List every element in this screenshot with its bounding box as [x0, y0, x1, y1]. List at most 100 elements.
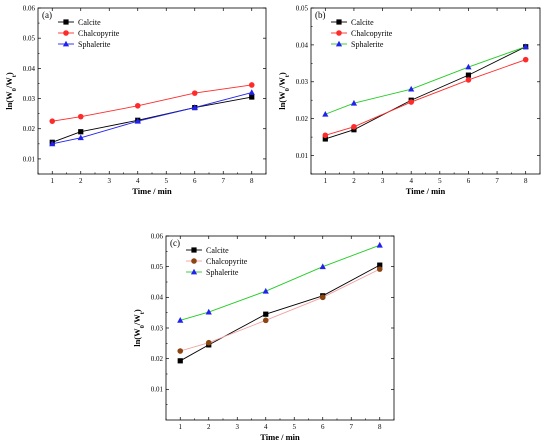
- legend-label: Chalcopyrite: [78, 29, 120, 38]
- panel-c: 1 2 3 4 5 6 7 8 0.01 0.02 0.03 0.04 0.05 0.06 Time / m…: [132, 232, 395, 442]
- x-tick-label: 2: [352, 177, 356, 185]
- x-tick-label: 7: [350, 423, 354, 431]
- x-tick-label: 7: [222, 177, 226, 185]
- x-tick-label: 4: [136, 177, 140, 185]
- y-tick-label: 0.01: [23, 155, 36, 163]
- y-axis-title-ylabel_sub1: 0: [284, 88, 291, 91]
- series-sphalerite: [322, 43, 529, 117]
- x-tick-label: 8: [378, 423, 382, 431]
- y-tick-label: 0.02: [296, 115, 309, 123]
- x-axis-title: Time / min: [260, 432, 300, 442]
- y-axis-title-ylabel_prefix: ln(W: [4, 91, 14, 110]
- x-tick-label: 4: [264, 423, 268, 431]
- data-point-chalcopyrite: [177, 348, 184, 354]
- x-tick-label: 7: [495, 177, 499, 185]
- data-point-chalcopyrite: [134, 102, 141, 109]
- data-point-sphalerite: [465, 63, 472, 70]
- x-tick-label: 5: [293, 423, 297, 431]
- y-axis-title: ln(W0/Wt): [132, 309, 146, 347]
- legend-marker-sphalerite: [62, 40, 70, 47]
- series-chalcopyrite: [49, 82, 255, 124]
- x-axis-title: Time / min: [132, 186, 172, 196]
- data-point-calcite: [351, 127, 357, 133]
- x-tick-label: 3: [236, 423, 240, 431]
- series-chalcopyrite: [322, 56, 529, 139]
- legend: Calcite Chalcopyrite Sphalerite: [58, 18, 120, 49]
- y-tick-label: 0.01: [151, 386, 164, 394]
- data-point-sphalerite: [376, 241, 383, 248]
- y-tick-label: 0.06: [23, 4, 36, 12]
- data-point-sphalerite: [191, 104, 198, 110]
- y-axis-title-ylabel_mid: /W: [132, 314, 142, 326]
- y-axis-title-ylabel_sub1: 0: [11, 88, 18, 91]
- series-line-calcite: [52, 96, 252, 143]
- data-point-sphalerite: [177, 317, 184, 323]
- x-tick-label: 5: [165, 177, 169, 185]
- legend-label: Sphalerite: [206, 268, 239, 277]
- data-point-sphalerite: [205, 308, 212, 315]
- y-axis-title-ylabel_prefix: ln(W: [132, 328, 142, 347]
- y-axis-title-ylabel_sub2: t: [284, 74, 291, 77]
- data-point-chalcopyrite: [319, 294, 326, 301]
- x-tick-label: 2: [79, 177, 83, 185]
- y-tick-label: 0.03: [296, 78, 309, 86]
- legend-marker-calcite: [63, 19, 69, 25]
- data-point-sphalerite: [522, 43, 529, 50]
- panel-label: (b): [315, 10, 326, 20]
- y-tick-label: 0.02: [23, 125, 36, 133]
- y-tick-label: 0.04: [296, 41, 309, 49]
- y-axis-title-ylabel_suffix: ): [4, 72, 14, 75]
- data-point-calcite: [177, 358, 183, 364]
- y-tick-label: 0.03: [151, 324, 164, 332]
- y-axis-title-ylabel_mid: /W: [4, 77, 14, 89]
- y-axis-title-ylabel_suffix: ): [277, 72, 287, 75]
- data-point-chalcopyrite: [522, 56, 529, 63]
- data-point-chalcopyrite: [205, 339, 212, 346]
- legend-marker-sphalerite: [190, 268, 198, 275]
- legend: Calcite Chalcopyrite Sphalerite: [331, 18, 393, 49]
- data-point-chalcopyrite: [376, 266, 383, 272]
- x-tick-label: 1: [179, 423, 183, 431]
- y-axis-title-ylabel_sub2: t: [11, 74, 18, 77]
- panel-a: 1 2 3 4 5 6 7 8 0.01 0.02 0.03 0.04 0.05 0.06 Time / m…: [4, 4, 267, 196]
- data-point-calcite: [465, 72, 472, 78]
- legend-label: Calcite: [206, 246, 229, 255]
- data-point-calcite: [322, 136, 328, 142]
- legend-marker-chalcopyrite: [191, 258, 197, 264]
- y-axis-title: ln(W0/Wt): [277, 72, 291, 110]
- data-point-calcite: [249, 94, 255, 100]
- legend-marker-calcite: [191, 247, 197, 253]
- y-tick-label: 0.02: [151, 355, 164, 363]
- data-point-calcite: [263, 311, 269, 317]
- legend-label: Sphalerite: [78, 40, 111, 49]
- legend-marker-chalcopyrite: [63, 30, 69, 36]
- series-chalcopyrite: [177, 266, 383, 354]
- data-point-sphalerite: [77, 134, 84, 141]
- data-point-sphalerite: [322, 110, 329, 117]
- data-point-calcite: [78, 129, 84, 135]
- y-tick-label: 0.06: [151, 232, 164, 240]
- data-point-calcite: [377, 262, 383, 268]
- legend-label: Sphalerite: [351, 40, 384, 49]
- series-sphalerite: [177, 241, 383, 323]
- data-point-sphalerite: [350, 99, 358, 106]
- plot-frame: [165, 235, 395, 421]
- data-point-chalcopyrite: [191, 90, 198, 96]
- y-axis-title-ylabel_prefix: ln(W: [277, 91, 287, 110]
- y-axis-title-ylabel_sub1: 0: [139, 325, 146, 328]
- series-line-chalcopyrite: [325, 59, 526, 136]
- data-point-chalcopyrite: [262, 317, 269, 324]
- x-axis-title: Time / min: [406, 186, 446, 196]
- x-tick-label: 2: [207, 423, 211, 431]
- data-point-sphalerite: [248, 89, 255, 95]
- data-point-sphalerite: [134, 117, 141, 124]
- x-tick-label: 3: [381, 177, 385, 185]
- legend-marker-calcite: [336, 19, 342, 25]
- data-point-chalcopyrite: [408, 99, 414, 105]
- legend-label: Calcite: [351, 18, 374, 27]
- data-point-chalcopyrite: [49, 118, 56, 124]
- data-point-chalcopyrite: [248, 82, 255, 88]
- panel-b: 1 2 3 4 5 6 7 8 0.01 0.02 0.03 0.04 0.05 Time / min ln…: [277, 4, 541, 196]
- x-tick-label: 6: [467, 177, 471, 185]
- x-tick-label: 6: [321, 423, 325, 431]
